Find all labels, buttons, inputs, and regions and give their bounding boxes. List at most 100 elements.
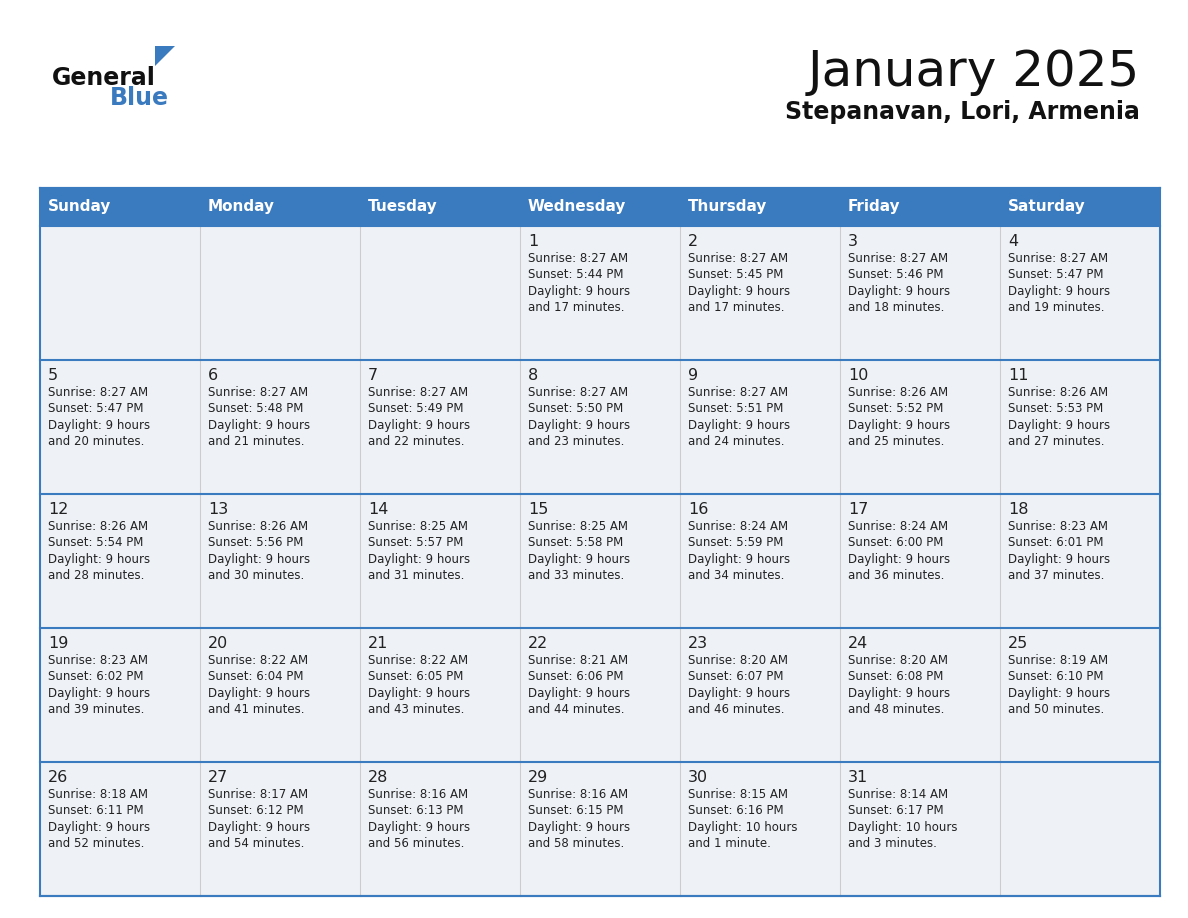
Text: Sunrise: 8:27 AM: Sunrise: 8:27 AM [848,252,948,264]
Text: January 2025: January 2025 [808,48,1140,96]
Text: 27: 27 [208,770,228,785]
Text: Monday: Monday [208,199,274,215]
Text: Sunrise: 8:20 AM: Sunrise: 8:20 AM [688,654,788,666]
Text: Sunrise: 8:27 AM: Sunrise: 8:27 AM [208,386,308,398]
Text: Tuesday: Tuesday [368,199,437,215]
Text: 28: 28 [368,770,388,785]
Text: and 50 minutes.: and 50 minutes. [1007,703,1105,716]
Bar [40,226,1159,360]
Bar [40,762,1159,896]
Text: Sunrise: 8:14 AM: Sunrise: 8:14 AM [848,788,948,800]
Text: Sunset: 5:46 PM: Sunset: 5:46 PM [848,268,943,281]
Text: Sunrise: 8:22 AM: Sunrise: 8:22 AM [368,654,468,666]
Text: 12: 12 [48,502,69,517]
Text: 24: 24 [848,636,868,651]
Text: Daylight: 9 hours: Daylight: 9 hours [48,419,150,431]
Text: Sunset: 5:47 PM: Sunset: 5:47 PM [1007,268,1104,281]
Bar [360,188,520,226]
Text: Daylight: 10 hours: Daylight: 10 hours [848,821,958,834]
Text: and 34 minutes.: and 34 minutes. [688,569,784,582]
Bar [40,188,200,226]
Text: and 18 minutes.: and 18 minutes. [848,301,944,314]
Text: Sunset: 5:59 PM: Sunset: 5:59 PM [688,536,783,549]
Text: Sunset: 6:02 PM: Sunset: 6:02 PM [48,670,144,683]
Text: 3: 3 [848,234,858,249]
Text: Daylight: 9 hours: Daylight: 9 hours [208,687,310,700]
Text: 6: 6 [208,368,219,383]
Text: Daylight: 9 hours: Daylight: 9 hours [527,553,630,565]
Text: Sunrise: 8:26 AM: Sunrise: 8:26 AM [848,386,948,398]
Text: and 56 minutes.: and 56 minutes. [368,837,465,850]
Text: Sunset: 6:10 PM: Sunset: 6:10 PM [1007,670,1104,683]
Text: Daylight: 9 hours: Daylight: 9 hours [1007,687,1110,700]
Text: 19: 19 [48,636,69,651]
Text: Sunrise: 8:26 AM: Sunrise: 8:26 AM [1007,386,1108,398]
Text: Daylight: 9 hours: Daylight: 9 hours [688,285,790,297]
Text: Sunrise: 8:27 AM: Sunrise: 8:27 AM [688,386,788,398]
Text: Sunrise: 8:15 AM: Sunrise: 8:15 AM [688,788,788,800]
Text: Sunrise: 8:25 AM: Sunrise: 8:25 AM [527,520,628,532]
Text: and 21 minutes.: and 21 minutes. [208,435,304,448]
Text: Daylight: 9 hours: Daylight: 9 hours [848,419,950,431]
Text: Sunset: 5:51 PM: Sunset: 5:51 PM [688,402,783,415]
Text: and 36 minutes.: and 36 minutes. [848,569,944,582]
Text: Sunset: 6:06 PM: Sunset: 6:06 PM [527,670,624,683]
Text: Daylight: 9 hours: Daylight: 9 hours [48,821,150,834]
Bar [40,628,1159,762]
Text: Sunset: 6:00 PM: Sunset: 6:00 PM [848,536,943,549]
Text: and 52 minutes.: and 52 minutes. [48,837,145,850]
Text: and 46 minutes.: and 46 minutes. [688,703,784,716]
Text: Sunrise: 8:26 AM: Sunrise: 8:26 AM [48,520,148,532]
Text: Friday: Friday [848,199,901,215]
Bar [840,188,1000,226]
Text: Sunset: 6:12 PM: Sunset: 6:12 PM [208,804,304,817]
Text: Sunrise: 8:27 AM: Sunrise: 8:27 AM [368,386,468,398]
Text: Daylight: 9 hours: Daylight: 9 hours [1007,553,1110,565]
Text: 31: 31 [848,770,868,785]
Bar [520,188,680,226]
Text: and 17 minutes.: and 17 minutes. [527,301,625,314]
Text: Sunset: 5:47 PM: Sunset: 5:47 PM [48,402,144,415]
Text: Sunrise: 8:17 AM: Sunrise: 8:17 AM [208,788,308,800]
Text: and 24 minutes.: and 24 minutes. [688,435,784,448]
Text: and 33 minutes.: and 33 minutes. [527,569,624,582]
Text: 11: 11 [1007,368,1029,383]
Polygon shape [154,46,175,66]
Text: Daylight: 9 hours: Daylight: 9 hours [368,419,470,431]
Text: and 58 minutes.: and 58 minutes. [527,837,624,850]
Text: 7: 7 [368,368,378,383]
Text: and 41 minutes.: and 41 minutes. [208,703,304,716]
Text: Sunset: 5:56 PM: Sunset: 5:56 PM [208,536,303,549]
Text: Sunset: 6:13 PM: Sunset: 6:13 PM [368,804,463,817]
Text: 29: 29 [527,770,548,785]
Text: Stepanavan, Lori, Armenia: Stepanavan, Lori, Armenia [785,100,1140,124]
Text: Wednesday: Wednesday [527,199,626,215]
Text: and 48 minutes.: and 48 minutes. [848,703,944,716]
Text: Sunset: 6:04 PM: Sunset: 6:04 PM [208,670,303,683]
Text: Sunset: 5:58 PM: Sunset: 5:58 PM [527,536,624,549]
Text: 1: 1 [527,234,538,249]
Bar [40,494,1159,628]
Text: Daylight: 10 hours: Daylight: 10 hours [688,821,797,834]
Text: Sunrise: 8:23 AM: Sunrise: 8:23 AM [1007,520,1108,532]
Text: Sunset: 5:49 PM: Sunset: 5:49 PM [368,402,463,415]
Text: 16: 16 [688,502,708,517]
Text: Sunrise: 8:23 AM: Sunrise: 8:23 AM [48,654,148,666]
Text: and 37 minutes.: and 37 minutes. [1007,569,1105,582]
Bar [680,188,840,226]
Text: Sunset: 5:54 PM: Sunset: 5:54 PM [48,536,144,549]
Text: Sunset: 5:45 PM: Sunset: 5:45 PM [688,268,783,281]
Text: 18: 18 [1007,502,1029,517]
Text: General: General [52,66,156,90]
Text: Sunrise: 8:27 AM: Sunrise: 8:27 AM [527,386,628,398]
Text: Daylight: 9 hours: Daylight: 9 hours [368,687,470,700]
Text: and 25 minutes.: and 25 minutes. [848,435,944,448]
Text: Sunset: 5:52 PM: Sunset: 5:52 PM [848,402,943,415]
Text: Sunrise: 8:26 AM: Sunrise: 8:26 AM [208,520,308,532]
Text: 17: 17 [848,502,868,517]
Text: Daylight: 9 hours: Daylight: 9 hours [527,821,630,834]
Text: Daylight: 9 hours: Daylight: 9 hours [848,687,950,700]
Text: Daylight: 9 hours: Daylight: 9 hours [368,553,470,565]
Text: Sunrise: 8:27 AM: Sunrise: 8:27 AM [1007,252,1108,264]
Text: Sunset: 6:16 PM: Sunset: 6:16 PM [688,804,784,817]
